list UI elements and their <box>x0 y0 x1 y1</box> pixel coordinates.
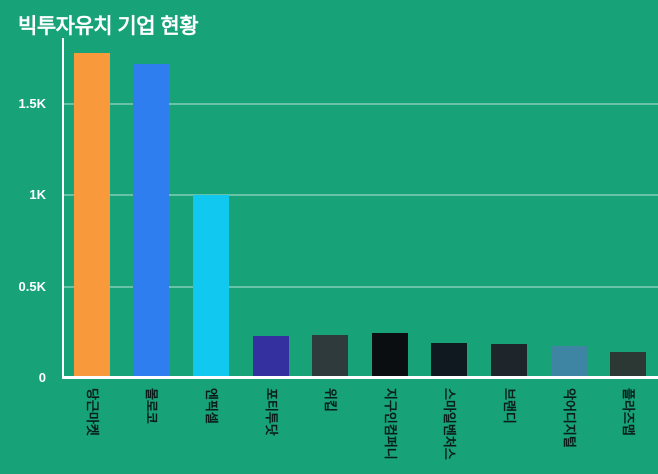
y-tick-label: 1.5K <box>18 95 46 111</box>
x-category-label: 플라즈맵 <box>621 388 637 436</box>
gridline <box>62 194 658 197</box>
chart-title: 빅투자유치 기업 현황 <box>18 15 199 38</box>
bar-2 <box>133 63 170 378</box>
x-category-label: 위킵 <box>323 388 339 412</box>
x-category-label: 지구인컴퍼니 <box>382 388 398 460</box>
x-category-label: 스마일벤처스 <box>442 388 458 460</box>
x-category-label: 악어디지털 <box>561 388 577 448</box>
plot-area <box>62 38 658 379</box>
x-category-label: 몰로코 <box>144 388 160 424</box>
gridline <box>62 285 658 288</box>
x-category-label: 엔픽셀 <box>204 388 219 424</box>
x-axis-line <box>62 376 658 379</box>
y-tick-label: 1K <box>29 187 46 203</box>
x-category-label: 포티투닷 <box>263 388 279 436</box>
bar-5 <box>312 335 349 378</box>
y-tick-label: 0.5K <box>18 278 46 294</box>
x-category-label: 브랜디 <box>502 388 517 424</box>
y-tick-label: 0 <box>38 370 46 385</box>
bar-3 <box>193 195 229 378</box>
x-category-label: 당근마켓 <box>84 388 100 436</box>
gridline <box>62 102 658 105</box>
bar-9 <box>550 346 587 378</box>
y-axis-line <box>62 38 64 378</box>
bar-4 <box>252 335 289 378</box>
bar-10 <box>610 351 647 378</box>
bar-1 <box>73 52 110 378</box>
bar-8 <box>491 344 527 378</box>
bar-7 <box>431 343 468 378</box>
bar-6 <box>371 333 408 378</box>
